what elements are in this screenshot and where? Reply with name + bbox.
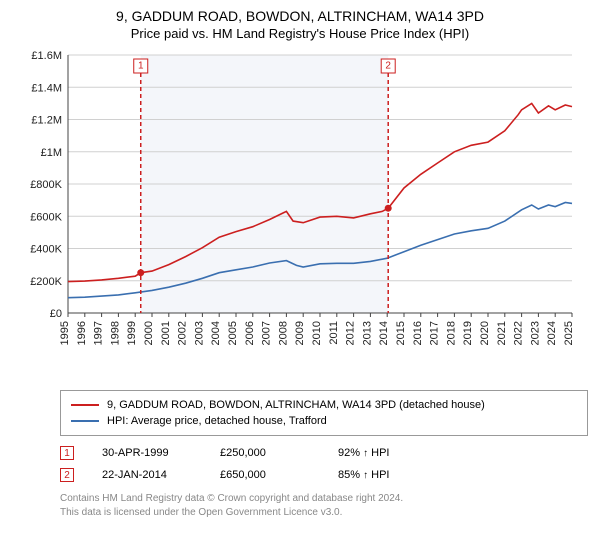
svg-text:2025: 2025 bbox=[563, 321, 575, 345]
svg-text:2010: 2010 bbox=[311, 321, 323, 345]
legend: 9, GADDUM ROAD, BOWDON, ALTRINCHAM, WA14… bbox=[60, 390, 588, 436]
svg-text:2008: 2008 bbox=[277, 321, 289, 345]
svg-text:2018: 2018 bbox=[445, 321, 457, 345]
legend-swatch-hpi bbox=[71, 420, 99, 422]
svg-text:1995: 1995 bbox=[59, 321, 71, 345]
svg-text:2011: 2011 bbox=[328, 321, 340, 345]
svg-text:2002: 2002 bbox=[177, 321, 189, 345]
up-arrow-icon: ↑ bbox=[363, 470, 368, 481]
svg-text:2016: 2016 bbox=[412, 321, 424, 345]
svg-text:2001: 2001 bbox=[160, 321, 172, 345]
svg-text:1999: 1999 bbox=[126, 321, 138, 345]
figure-container: 9, GADDUM ROAD, BOWDON, ALTRINCHAM, WA14… bbox=[0, 8, 600, 520]
marker-price-2: £650,000 bbox=[220, 469, 310, 481]
marker-badge-2: 2 bbox=[60, 468, 74, 482]
svg-text:2012: 2012 bbox=[345, 321, 357, 345]
svg-text:£200K: £200K bbox=[30, 276, 62, 288]
legend-swatch-property bbox=[71, 404, 99, 406]
svg-text:2024: 2024 bbox=[546, 321, 558, 345]
legend-label-hpi: HPI: Average price, detached house, Traf… bbox=[107, 415, 327, 427]
up-arrow-icon: ↑ bbox=[363, 448, 368, 459]
legend-row-property: 9, GADDUM ROAD, BOWDON, ALTRINCHAM, WA14… bbox=[71, 397, 577, 413]
legend-label-property: 9, GADDUM ROAD, BOWDON, ALTRINCHAM, WA14… bbox=[107, 399, 485, 411]
legend-row-hpi: HPI: Average price, detached house, Traf… bbox=[71, 413, 577, 429]
svg-text:2003: 2003 bbox=[193, 321, 205, 345]
svg-text:£1.4M: £1.4M bbox=[31, 82, 62, 94]
svg-text:2: 2 bbox=[385, 61, 391, 72]
svg-text:2007: 2007 bbox=[261, 321, 273, 345]
marker-table: 1 30-APR-1999 £250,000 92% ↑ HPI 2 22-JA… bbox=[60, 442, 588, 486]
svg-text:2020: 2020 bbox=[479, 321, 491, 345]
svg-text:1996: 1996 bbox=[76, 321, 88, 345]
svg-text:£1.6M: £1.6M bbox=[31, 50, 62, 62]
svg-text:2009: 2009 bbox=[294, 321, 306, 345]
attribution: Contains HM Land Registry data © Crown c… bbox=[60, 492, 588, 520]
svg-text:£1.2M: £1.2M bbox=[31, 115, 62, 127]
svg-text:2014: 2014 bbox=[378, 321, 390, 345]
title-sub: Price paid vs. HM Land Registry's House … bbox=[0, 26, 600, 41]
svg-text:2023: 2023 bbox=[529, 321, 541, 345]
svg-text:2019: 2019 bbox=[462, 321, 474, 345]
svg-text:£1M: £1M bbox=[41, 147, 62, 159]
svg-text:£800K: £800K bbox=[30, 179, 62, 191]
marker-date-1: 30-APR-1999 bbox=[102, 447, 192, 459]
title-main: 9, GADDUM ROAD, BOWDON, ALTRINCHAM, WA14… bbox=[0, 8, 600, 24]
svg-text:2000: 2000 bbox=[143, 321, 155, 345]
svg-text:£600K: £600K bbox=[30, 211, 62, 223]
marker-row-1: 1 30-APR-1999 £250,000 92% ↑ HPI bbox=[60, 442, 588, 464]
marker-badge-1: 1 bbox=[60, 446, 74, 460]
marker-row-2: 2 22-JAN-2014 £650,000 85% ↑ HPI bbox=[60, 464, 588, 486]
svg-text:1998: 1998 bbox=[109, 321, 121, 345]
svg-text:2015: 2015 bbox=[395, 321, 407, 345]
svg-text:2022: 2022 bbox=[513, 321, 525, 345]
svg-text:2017: 2017 bbox=[429, 321, 441, 345]
svg-text:2005: 2005 bbox=[227, 321, 239, 345]
attribution-line-1: Contains HM Land Registry data © Crown c… bbox=[60, 492, 588, 506]
svg-text:£400K: £400K bbox=[30, 244, 62, 256]
svg-text:2021: 2021 bbox=[496, 321, 508, 345]
svg-text:£0: £0 bbox=[50, 308, 62, 320]
marker-price-1: £250,000 bbox=[220, 447, 310, 459]
chart-area: £0 £200K £400K £600K £800K £1M £1.2M £1.4M £1.6M… bbox=[20, 45, 580, 380]
titles: 9, GADDUM ROAD, BOWDON, ALTRINCHAM, WA14… bbox=[0, 8, 600, 41]
marker-date-2: 22-JAN-2014 bbox=[102, 469, 192, 481]
marker-pct-1: 92% ↑ HPI bbox=[338, 447, 390, 459]
svg-text:1997: 1997 bbox=[93, 321, 105, 345]
price-chart: £0 £200K £400K £600K £800K £1M £1.2M £1.4M £1.6M… bbox=[20, 45, 580, 375]
svg-text:2004: 2004 bbox=[210, 321, 222, 345]
svg-text:2006: 2006 bbox=[244, 321, 256, 345]
svg-text:2013: 2013 bbox=[361, 321, 373, 345]
marker-pct-2: 85% ↑ HPI bbox=[338, 469, 390, 481]
attribution-line-2: This data is licensed under the Open Gov… bbox=[60, 506, 588, 520]
svg-text:1: 1 bbox=[138, 61, 144, 72]
